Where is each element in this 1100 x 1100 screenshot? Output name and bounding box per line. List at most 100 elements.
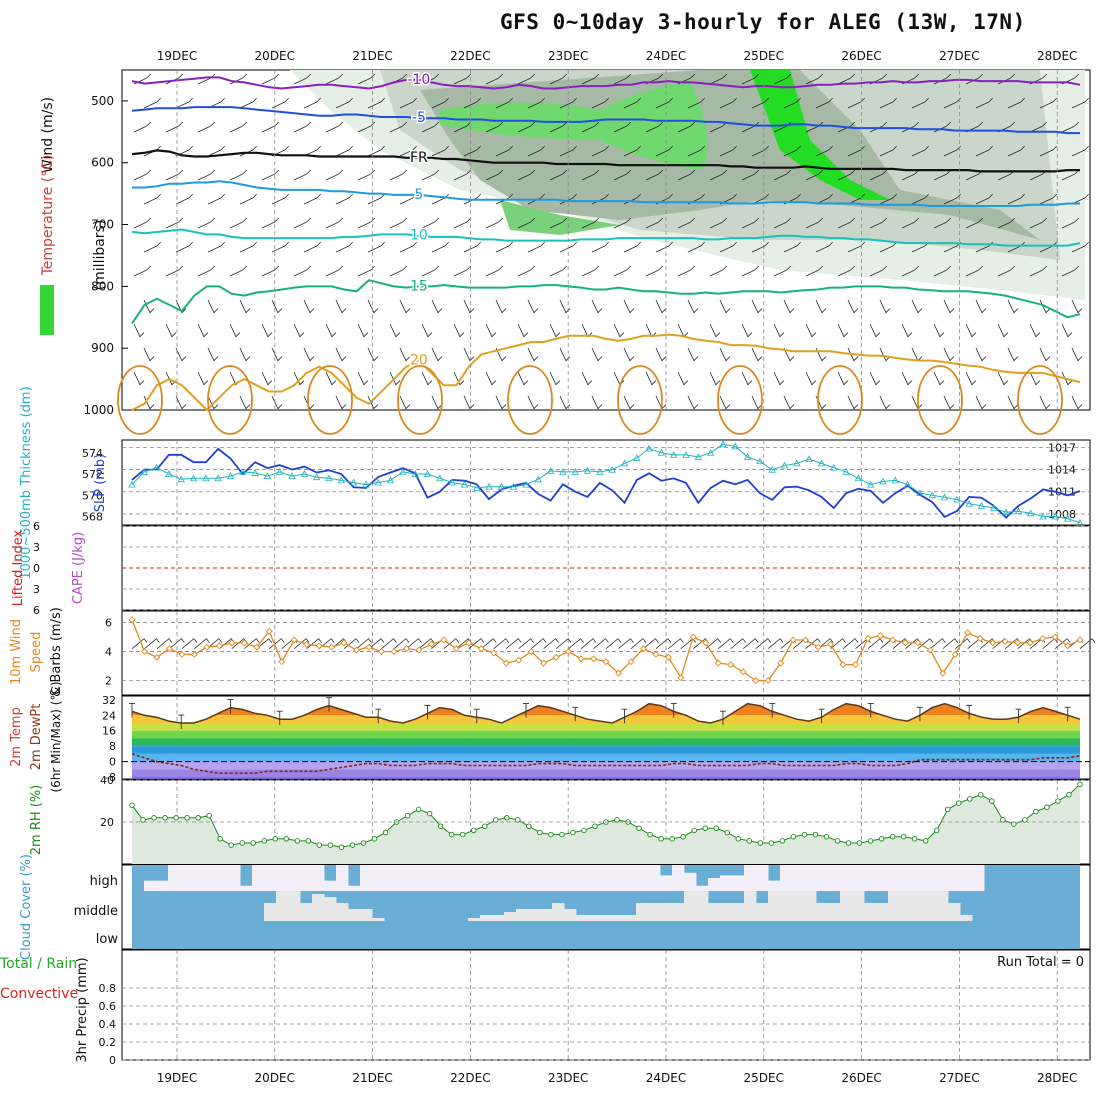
- rh-point: [922, 838, 929, 844]
- wind10m-barb: [318, 638, 335, 649]
- wind-speed-point: [901, 639, 909, 647]
- wind-barb: [773, 121, 791, 133]
- top-date-label: 28DEC: [1037, 49, 1077, 63]
- wind-barb: [325, 371, 337, 386]
- wind-barb: [197, 169, 215, 181]
- thickness-point: [534, 475, 542, 483]
- wind-ylabel-3: & Barbs (m/s): [49, 607, 64, 697]
- rh-point: [548, 831, 554, 838]
- wind-barb: [335, 241, 353, 253]
- wind-barb: [335, 193, 353, 205]
- wind-barb: [559, 97, 577, 109]
- thickness-point: [559, 468, 567, 475]
- rh-point: [481, 823, 488, 829]
- wind-barb: [677, 217, 695, 229]
- thickness-point: [263, 472, 272, 480]
- wind-barb: [367, 193, 385, 205]
- thickness-point: [374, 478, 382, 486]
- top-date-label: 19DEC: [157, 49, 197, 63]
- wind-speed-point: [190, 650, 198, 658]
- isotherm-20: [131, 333, 1081, 412]
- wind10m-barb: [830, 638, 846, 649]
- wind-speed-point: [876, 632, 884, 640]
- wind-barb: [1039, 97, 1057, 109]
- rh-point: [900, 833, 907, 840]
- wind-barb: [143, 97, 161, 109]
- wind-barb: [975, 347, 987, 362]
- wind-barb: [463, 193, 481, 205]
- wind-speed-point: [864, 635, 872, 642]
- minmax-bar: [522, 702, 529, 718]
- warm-contour: [917, 365, 963, 435]
- wind-barb: [517, 169, 535, 181]
- wind-barb: [239, 347, 251, 362]
- wind-barb: [613, 121, 631, 133]
- wind-speed-point: [402, 645, 410, 653]
- wind-barb: [879, 347, 891, 362]
- wind10m-barb: [256, 638, 273, 649]
- wind-barb: [453, 265, 471, 277]
- thickness-markers: [128, 440, 1084, 526]
- rh-legend-swatch: [40, 285, 54, 335]
- wind-speed-point: [477, 645, 485, 653]
- wind10m-barb: [580, 638, 597, 649]
- wind10m-barb: [867, 638, 884, 649]
- temp-band: [132, 746, 1080, 754]
- thickness-point: [497, 482, 506, 490]
- wind-barb: [1071, 193, 1089, 205]
- wind-barb: [975, 97, 993, 109]
- wind10m-barb: [742, 638, 759, 649]
- wind-barb: [677, 121, 695, 133]
- wind-barb: [495, 299, 507, 314]
- wind-speed-point: [340, 639, 348, 647]
- wind-speed-point: [440, 636, 448, 644]
- rh-point: [1066, 791, 1072, 798]
- minmax-bar: [1064, 706, 1071, 722]
- wind-barb: [527, 299, 539, 314]
- wind-barb: [687, 241, 705, 253]
- wind-barb: [271, 97, 289, 109]
- wind-barb: [933, 169, 951, 181]
- wind-speed-point: [552, 653, 560, 661]
- wind-barb: [143, 193, 161, 205]
- thickness-point: [177, 475, 185, 483]
- cloud-high-gap: [624, 865, 637, 891]
- cloud-high-gap: [192, 865, 205, 891]
- cloud-mid-gap: [276, 891, 289, 921]
- wind-barb: [495, 145, 513, 157]
- cloud-mid-gap: [792, 891, 805, 921]
- cloud-high-gap: [780, 865, 793, 891]
- wind-barb: [207, 145, 225, 157]
- bottom-date-label: 27DEC: [939, 1071, 979, 1085]
- temp-y-tick: 16: [102, 725, 116, 738]
- wind-barb: [165, 217, 183, 229]
- thickness-point: [300, 470, 309, 477]
- minmax-bar: [473, 708, 480, 724]
- wind-barb: [495, 395, 507, 410]
- cloud-mid-gap: [552, 903, 565, 921]
- wind-barb: [751, 241, 769, 253]
- thickness-point: [337, 476, 345, 484]
- wind10m-barb: [443, 638, 460, 649]
- thickness-point: [546, 466, 555, 474]
- rh-point: [360, 840, 367, 846]
- wind-barb: [623, 145, 641, 157]
- thickness-point: [349, 478, 358, 486]
- surface-warm-contours: [117, 365, 1063, 435]
- cloud-high-gap: [576, 865, 589, 891]
- wind-barb: [303, 97, 321, 109]
- cloud-mid-gap: [312, 894, 325, 921]
- wind-barb: [325, 73, 343, 85]
- cloud-mid-gap: [672, 903, 685, 921]
- wind-y-tick: 2: [105, 675, 112, 688]
- wind-barb: [239, 193, 257, 205]
- wind-barb: [815, 193, 833, 205]
- wind-barb: [431, 395, 443, 410]
- wind-speed-point: [677, 674, 685, 682]
- thickness-point: [485, 482, 493, 490]
- panel-frame-precip: [121, 949, 1091, 1061]
- wind-barb: [399, 395, 411, 410]
- thickness-point: [916, 489, 924, 497]
- cloud-mid-gap: [540, 909, 553, 921]
- wind-barb: [463, 395, 475, 410]
